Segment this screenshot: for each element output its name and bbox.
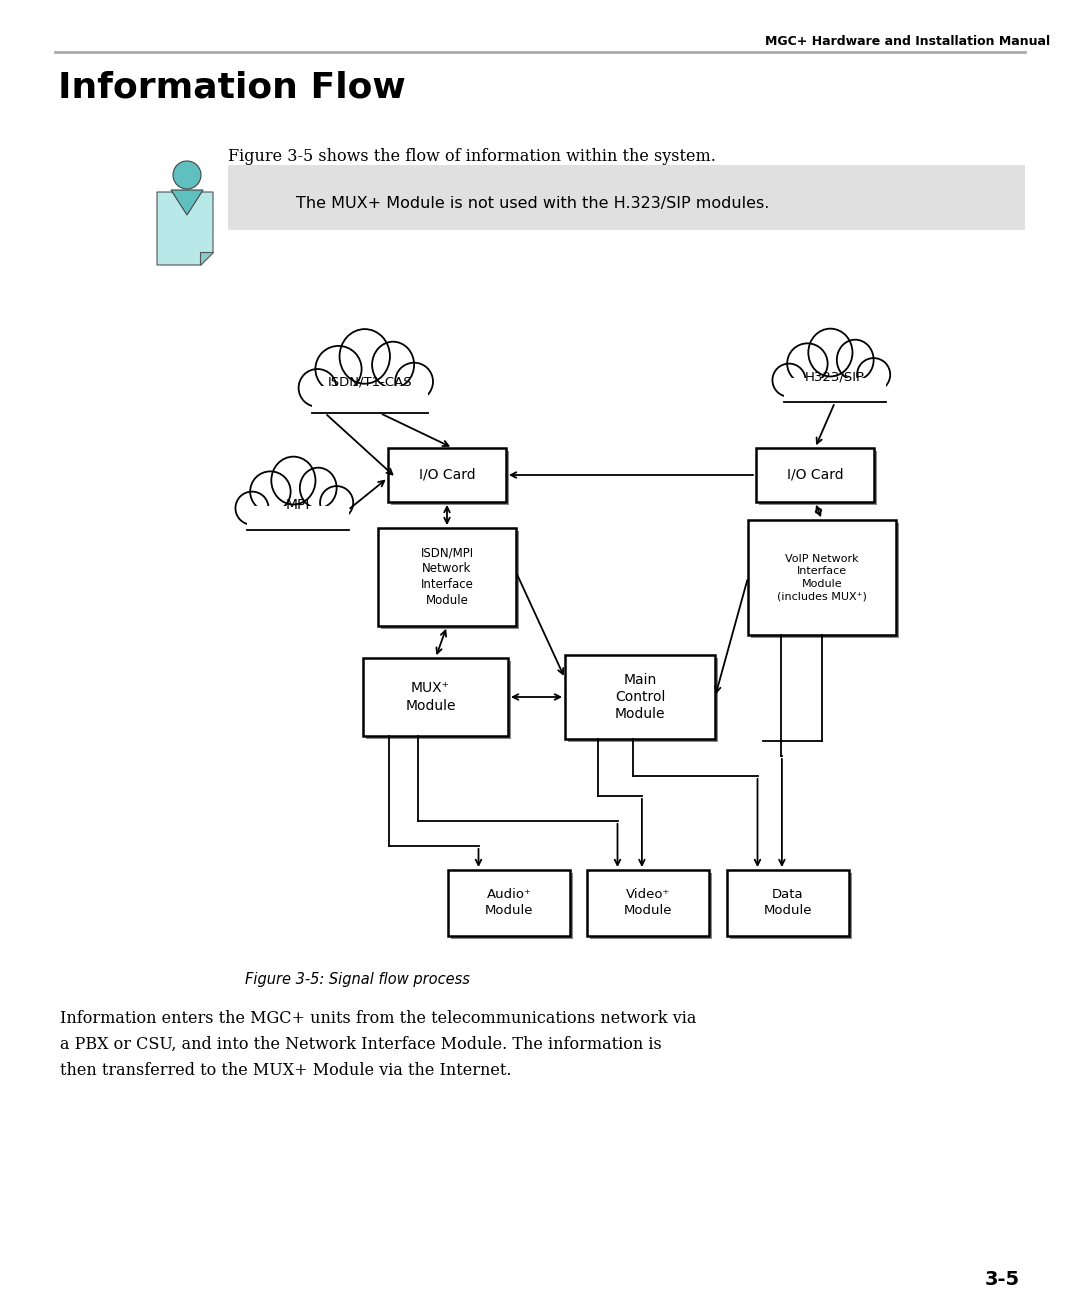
Text: ISDN/MPI
Network
Interface
Module: ISDN/MPI Network Interface Module <box>420 546 473 607</box>
Text: Video⁺
Module: Video⁺ Module <box>624 888 672 918</box>
FancyBboxPatch shape <box>312 381 428 413</box>
Text: H323/SIP: H323/SIP <box>805 371 865 384</box>
FancyBboxPatch shape <box>784 379 886 402</box>
Ellipse shape <box>300 468 337 508</box>
Ellipse shape <box>858 358 890 392</box>
FancyBboxPatch shape <box>247 503 349 530</box>
Ellipse shape <box>339 329 390 384</box>
FancyBboxPatch shape <box>759 451 877 505</box>
Polygon shape <box>157 192 213 265</box>
Ellipse shape <box>320 486 353 520</box>
FancyBboxPatch shape <box>381 532 519 629</box>
FancyBboxPatch shape <box>451 872 573 939</box>
Ellipse shape <box>235 491 269 525</box>
FancyBboxPatch shape <box>363 658 508 737</box>
Text: ISDN/T1-CAS: ISDN/T1-CAS <box>327 376 413 388</box>
FancyBboxPatch shape <box>588 870 708 936</box>
Text: Audio⁺
Module: Audio⁺ Module <box>485 888 534 918</box>
FancyBboxPatch shape <box>247 507 349 530</box>
FancyBboxPatch shape <box>391 451 509 505</box>
Text: VoIP Network
Interface
Module
(includes MUX⁺): VoIP Network Interface Module (includes … <box>778 554 867 601</box>
Text: Figure 3-5: Signal flow process: Figure 3-5: Signal flow process <box>245 972 470 987</box>
Text: MUX⁺
Module: MUX⁺ Module <box>405 682 456 713</box>
Text: Main
Control
Module: Main Control Module <box>615 673 665 721</box>
FancyBboxPatch shape <box>388 448 507 502</box>
Text: I/O Card: I/O Card <box>786 468 843 482</box>
Polygon shape <box>200 252 213 265</box>
Polygon shape <box>171 189 203 215</box>
Text: Figure 3-5 shows the flow of information within the system.: Figure 3-5 shows the flow of information… <box>228 148 716 165</box>
FancyBboxPatch shape <box>590 872 712 939</box>
Ellipse shape <box>271 457 315 504</box>
FancyBboxPatch shape <box>378 528 516 626</box>
Text: The MUX+ Module is not used with the H.323/SIP modules.: The MUX+ Module is not used with the H.3… <box>296 196 769 212</box>
Ellipse shape <box>373 342 414 388</box>
Ellipse shape <box>787 343 827 384</box>
Ellipse shape <box>315 346 362 392</box>
FancyBboxPatch shape <box>727 870 849 936</box>
FancyBboxPatch shape <box>312 385 428 413</box>
Circle shape <box>173 161 201 189</box>
Text: Information Flow: Information Flow <box>58 71 406 104</box>
FancyBboxPatch shape <box>448 870 570 936</box>
FancyBboxPatch shape <box>366 661 511 739</box>
Ellipse shape <box>395 363 433 401</box>
Ellipse shape <box>251 471 291 512</box>
Ellipse shape <box>772 363 806 397</box>
Text: 3-5: 3-5 <box>985 1269 1020 1289</box>
FancyBboxPatch shape <box>748 520 896 635</box>
Ellipse shape <box>298 370 336 406</box>
Text: MGC+ Hardware and Installation Manual: MGC+ Hardware and Installation Manual <box>765 35 1050 48</box>
Ellipse shape <box>837 340 874 380</box>
FancyBboxPatch shape <box>784 375 886 402</box>
FancyBboxPatch shape <box>565 656 715 739</box>
FancyBboxPatch shape <box>751 522 899 639</box>
FancyBboxPatch shape <box>228 165 1025 230</box>
FancyBboxPatch shape <box>568 658 718 742</box>
Text: Information enters the MGC+ units from the telecommunications network via
a PBX : Information enters the MGC+ units from t… <box>60 1010 697 1079</box>
Text: I/O Card: I/O Card <box>419 468 475 482</box>
Ellipse shape <box>808 329 852 376</box>
FancyBboxPatch shape <box>730 872 852 939</box>
Text: MPI: MPI <box>286 498 310 512</box>
Text: Data
Module: Data Module <box>764 888 812 918</box>
FancyBboxPatch shape <box>756 448 874 502</box>
